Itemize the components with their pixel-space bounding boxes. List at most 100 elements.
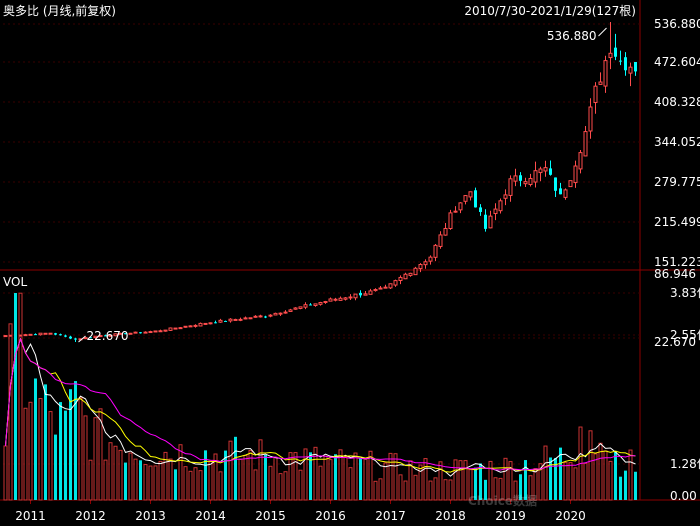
candle [183, 325, 188, 328]
candle-body [453, 210, 458, 213]
candle [598, 72, 603, 85]
volume-bar [38, 398, 43, 501]
candle [233, 318, 238, 321]
candle [3, 335, 8, 338]
candle-body [338, 297, 343, 301]
candle-body [238, 318, 243, 321]
candle [168, 327, 173, 332]
candle-body [113, 333, 118, 337]
volume-bar [93, 417, 98, 501]
candle-body [48, 332, 53, 335]
candle-body [474, 190, 477, 208]
y-tick-label: 215.499 [654, 215, 700, 229]
volume-bar [554, 457, 557, 500]
y-tick-label: 86.946 [654, 267, 696, 281]
candle-body [303, 304, 308, 308]
candle [188, 325, 193, 328]
candle-body [443, 227, 448, 236]
candle [608, 22, 613, 70]
volume-bar [88, 459, 93, 501]
candle [593, 82, 598, 114]
x-tick-label: 2017 [375, 509, 406, 523]
candle [508, 175, 513, 202]
candle [89, 336, 92, 339]
candle-body [243, 317, 248, 320]
candle-body [503, 194, 508, 199]
candle [453, 206, 458, 213]
candle [578, 150, 583, 174]
volume-bar [78, 397, 83, 501]
volume-bar [128, 452, 133, 501]
candle-body [83, 337, 88, 340]
candle [69, 335, 72, 340]
candle [59, 333, 62, 336]
y-tick-label: 344.052 [654, 135, 700, 149]
candle-body [258, 315, 263, 318]
x-tick-label: 2011 [15, 509, 46, 523]
volume-bar [303, 448, 308, 501]
candle [253, 315, 258, 318]
volume-bar [283, 471, 288, 501]
candle [243, 316, 248, 320]
volume-bar [234, 436, 237, 500]
candle-body [253, 315, 258, 318]
candle-body [508, 178, 513, 196]
candle [549, 160, 552, 176]
candle [278, 312, 283, 316]
candle-body [168, 327, 173, 331]
volume-bar [634, 471, 637, 500]
volume-bar [348, 467, 353, 501]
candle-body [288, 309, 293, 312]
min-price-arrow [78, 335, 86, 343]
candle-body [554, 177, 557, 191]
candle [64, 334, 67, 338]
candle-body [619, 60, 622, 62]
candle-body [228, 318, 233, 322]
candle [264, 315, 267, 319]
candle [423, 259, 428, 269]
candle-body [538, 168, 543, 174]
volume-bar [559, 447, 562, 500]
candle-body [533, 170, 538, 183]
candle-body [273, 312, 278, 316]
candle [313, 303, 318, 307]
candle [273, 312, 278, 316]
candle [403, 272, 408, 280]
volume-bar [34, 378, 37, 500]
volume-bar [538, 463, 543, 501]
volume-bar [103, 459, 108, 501]
volume-bar [413, 474, 418, 501]
candle-body [583, 131, 588, 157]
candle [23, 333, 28, 337]
candle [528, 173, 533, 187]
volume-bar [568, 462, 573, 501]
candle [603, 55, 608, 93]
candle-body [59, 334, 62, 336]
volume-bar [124, 462, 127, 500]
candle [338, 296, 343, 301]
volume-bar [378, 478, 383, 501]
volume-bar [23, 407, 28, 501]
candle [118, 332, 123, 335]
candle-body [563, 189, 568, 198]
candle [488, 210, 493, 229]
date-range-label: 2010/7/30-2021/1/29(127根) [464, 4, 636, 18]
candle [498, 198, 503, 214]
candle [433, 243, 438, 262]
candle [48, 332, 53, 335]
volume-bar [198, 470, 203, 501]
candle [523, 177, 528, 187]
volume-bar [64, 410, 67, 500]
candle [353, 293, 358, 301]
volume-bar [83, 415, 88, 501]
vol-tick-label: 0.00 [670, 489, 697, 503]
candle [133, 331, 138, 334]
candle [368, 288, 373, 295]
candle-body [108, 334, 113, 337]
candle-body [23, 334, 28, 337]
candle [54, 332, 57, 336]
candle [614, 33, 617, 61]
candle-body [74, 338, 77, 340]
volume-bar [188, 470, 193, 501]
candle-body [448, 212, 453, 229]
